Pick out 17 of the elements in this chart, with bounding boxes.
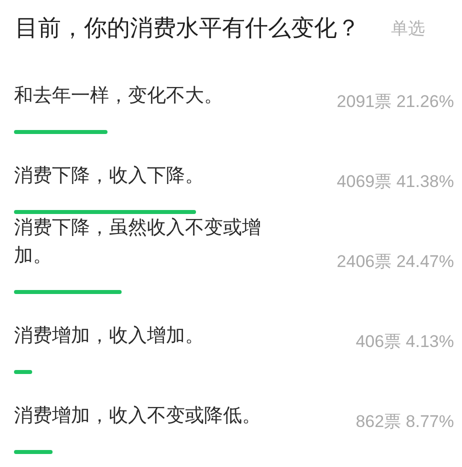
- bar: [14, 290, 122, 294]
- data-label: 2091票 21.26%: [336, 92, 454, 111]
- data-label: 862票 8.77%: [356, 412, 454, 431]
- y-tick-label: 消费下降，虽然收入不变或增加。: [14, 216, 261, 266]
- bar: [14, 130, 108, 134]
- data-label: 406票 4.13%: [356, 332, 454, 351]
- y-tick-label: 消费增加，收入增加。: [14, 326, 204, 346]
- y-tick-label: 消费下降，收入下降。: [14, 166, 204, 186]
- bar: [14, 210, 196, 214]
- chart-title: 目前，你的消费水平有什么变化？: [15, 14, 360, 40]
- y-tick-label: 消费增加，收入不变或降低。: [14, 404, 261, 426]
- text: 单选: [391, 19, 425, 38]
- data-label: 4069票 41.38%: [336, 172, 454, 191]
- data-label: 2406票 24.47%: [336, 252, 454, 271]
- y-tick-label: 和去年一样，变化不大。: [14, 84, 223, 106]
- bar: [14, 450, 53, 454]
- bar: [14, 370, 32, 374]
